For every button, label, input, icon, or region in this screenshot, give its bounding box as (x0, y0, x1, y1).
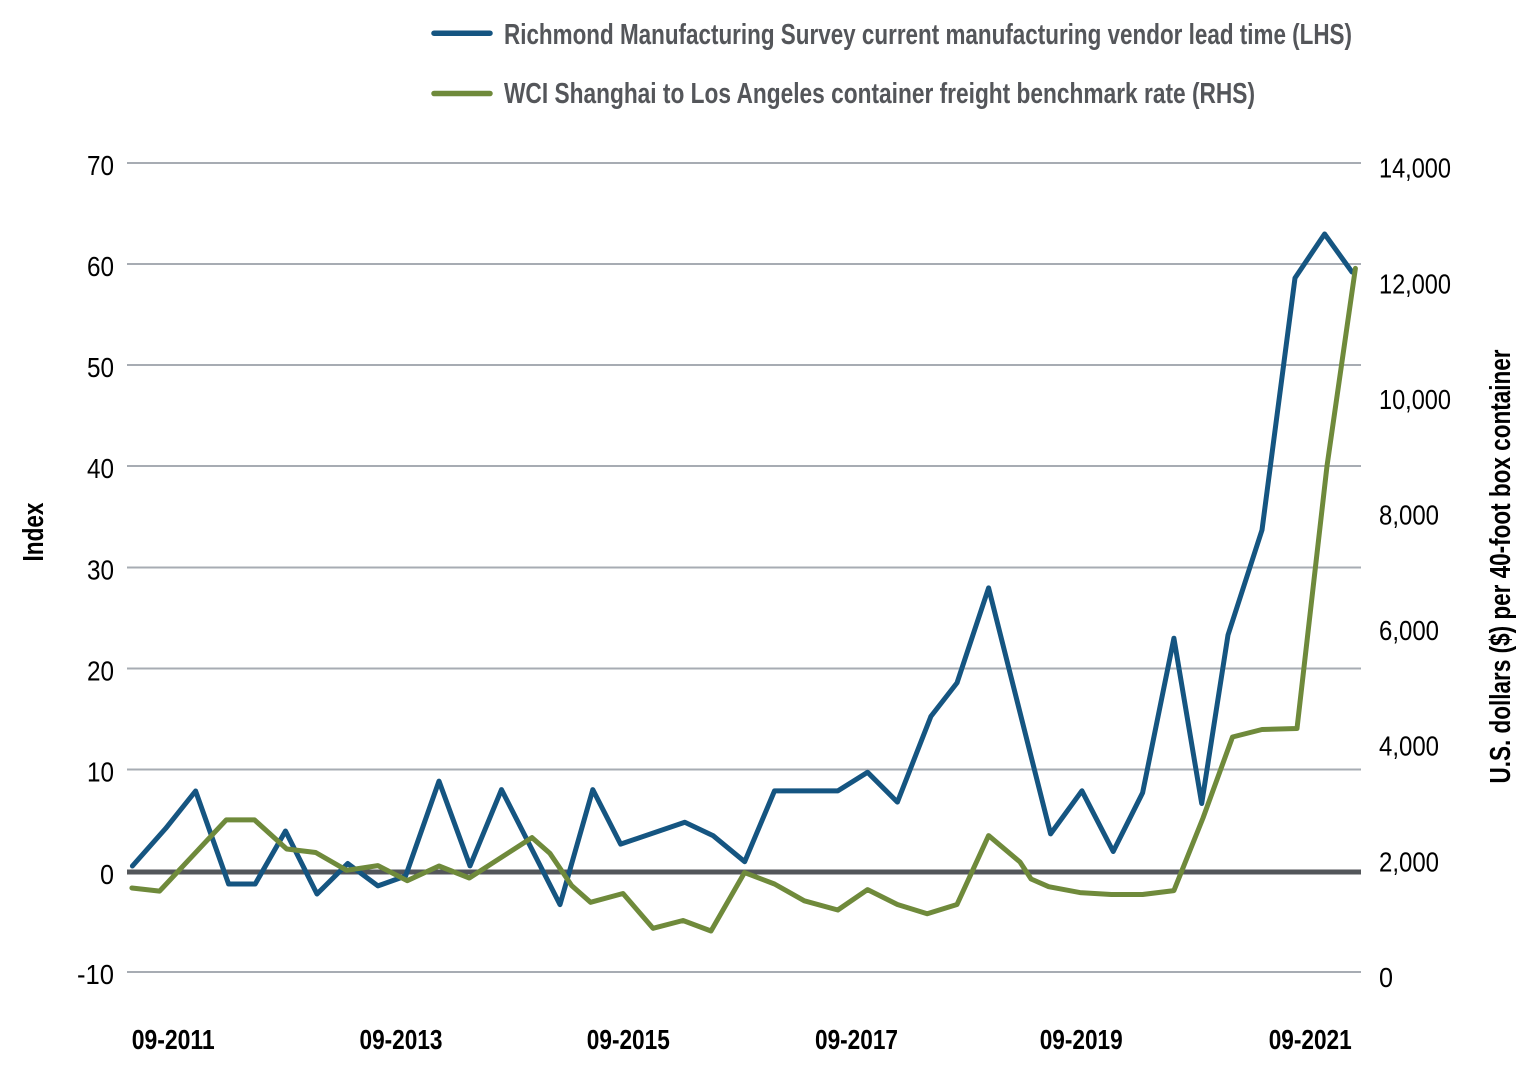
svg-text:Richmond Manufacturing Survey: Richmond Manufacturing Survey current ma… (504, 19, 1352, 51)
svg-text:30: 30 (87, 555, 114, 586)
svg-text:12,000: 12,000 (1379, 268, 1451, 299)
svg-text:09-2017: 09-2017 (815, 1024, 898, 1055)
svg-text:09-2011: 09-2011 (132, 1024, 215, 1055)
svg-text:14,000: 14,000 (1379, 153, 1451, 184)
svg-text:WCI Shanghai to Los Angeles co: WCI Shanghai to Los Angeles container fr… (504, 78, 1255, 110)
svg-text:Index: Index (18, 503, 50, 562)
svg-text:2,000: 2,000 (1379, 846, 1439, 877)
svg-text:U.S. dollars ($) per 40-foot b: U.S. dollars ($) per 40-foot box contain… (1485, 350, 1517, 784)
svg-text:4,000: 4,000 (1379, 731, 1439, 762)
svg-text:09-2019: 09-2019 (1040, 1024, 1123, 1055)
svg-text:20: 20 (87, 656, 114, 687)
svg-text:09-2021: 09-2021 (1269, 1024, 1352, 1055)
svg-text:0: 0 (100, 859, 114, 890)
svg-text:-10: -10 (77, 959, 114, 990)
svg-text:10,000: 10,000 (1379, 384, 1451, 415)
svg-text:0: 0 (1379, 962, 1393, 993)
svg-text:50: 50 (87, 352, 114, 383)
svg-text:70: 70 (87, 150, 114, 181)
svg-text:60: 60 (87, 251, 114, 282)
svg-text:10: 10 (87, 757, 114, 788)
svg-text:40: 40 (87, 453, 114, 484)
svg-text:09-2015: 09-2015 (587, 1024, 670, 1055)
svg-text:6,000: 6,000 (1379, 615, 1439, 646)
svg-text:8,000: 8,000 (1379, 500, 1439, 531)
svg-text:09-2013: 09-2013 (360, 1024, 443, 1055)
